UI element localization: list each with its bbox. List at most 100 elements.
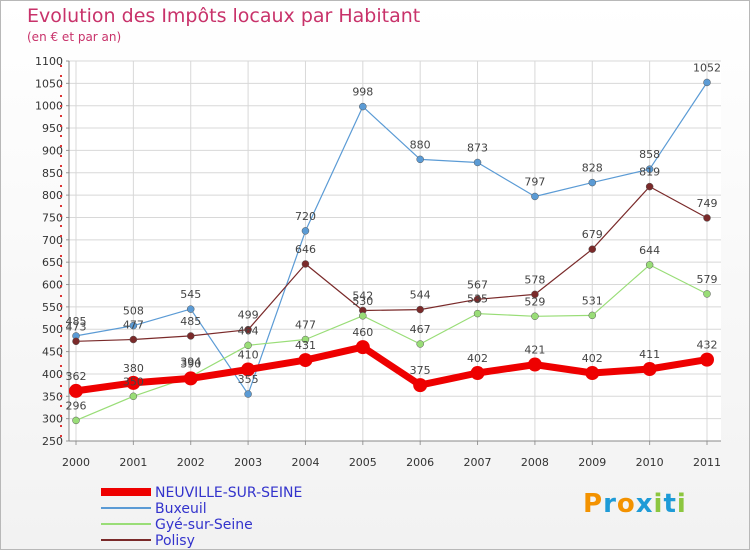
x-tick-label: 2008 [521, 456, 549, 469]
data-point [531, 192, 539, 201]
data-point [186, 305, 195, 313]
axis-dot [60, 295, 62, 297]
data-point [301, 227, 310, 235]
data-label: 819 [639, 166, 660, 179]
axis-dot [60, 155, 62, 157]
data-point [531, 312, 539, 321]
x-tick-label: 2005 [349, 456, 377, 469]
data-point [244, 390, 252, 398]
data-label: 350 [123, 375, 144, 388]
data-label: 544 [410, 289, 431, 302]
data-point [244, 341, 252, 350]
data-label: 646 [295, 243, 316, 256]
data-point [129, 321, 138, 330]
data-point [129, 392, 138, 401]
data-label: 485 [66, 315, 87, 328]
data-point [413, 378, 428, 393]
data-point [298, 353, 313, 368]
axis-dot [60, 265, 62, 267]
axis-dot [60, 165, 62, 167]
axis-dot [60, 395, 62, 397]
axis-dot [60, 235, 62, 237]
chart-title: Evolution des Impôts locaux par Habitant [27, 5, 421, 27]
logo-letter: t [663, 489, 677, 519]
y-tick-label: 250 [42, 435, 63, 448]
y-tick-label: 950 [42, 122, 63, 135]
data-point [700, 352, 714, 367]
data-point [703, 214, 711, 222]
data-label: 467 [410, 323, 431, 336]
legend: NEUVILLE-SUR-SEINEBuxeuilGyé-sur-SeinePo… [101, 485, 302, 549]
y-axis: 250 300 350 400 450 500 550 600 650 700 750 800 850 9… [35, 55, 70, 448]
axis-dot [60, 365, 62, 367]
data-label: 998 [352, 86, 373, 99]
legend-label: NEUVILLE-SUR-SEINE [155, 485, 302, 501]
data-point [359, 102, 367, 111]
data-label: 499 [238, 309, 259, 322]
axis-dot [60, 175, 62, 177]
data-point [72, 337, 80, 346]
logo-letter: r [603, 489, 617, 519]
data-point [531, 290, 539, 299]
data-label: 431 [295, 339, 316, 352]
data-label: 797 [524, 175, 545, 188]
data-label: 473 [66, 320, 87, 333]
axis-dot [60, 435, 62, 437]
axis-dot [60, 75, 62, 77]
data-label: 530 [352, 295, 373, 308]
data-label: 411 [639, 348, 660, 361]
x-tick-label: 2010 [636, 456, 664, 469]
y-tick-label: 850 [42, 167, 63, 180]
axis-dot [60, 215, 62, 217]
y-tick-label: 500 [42, 323, 63, 336]
legend-label: Gyé-sur-Seine [155, 517, 253, 533]
data-point [416, 155, 424, 164]
y-tick-label: 750 [42, 211, 63, 224]
legend-label: Buxeuil [155, 501, 207, 517]
data-label: 749 [697, 197, 718, 210]
data-label: 296 [66, 399, 87, 412]
axis-dot [60, 95, 62, 97]
logo-letter: i [653, 489, 664, 519]
x-axis: 2000 2001 2002 2003 2004 2005 2006 2007 2008 2009… [62, 440, 721, 469]
y-tick-label: 350 [42, 390, 63, 403]
data-label: 485 [180, 315, 201, 328]
axis-dot [60, 135, 62, 137]
axis-dot [60, 345, 62, 347]
data-label: 542 [352, 289, 373, 302]
y-tick-label: 800 [42, 189, 63, 202]
axis-dot [60, 115, 62, 117]
series-line-0 [75, 343, 708, 395]
data-label: 380 [123, 362, 144, 375]
axis-dot [60, 245, 62, 247]
data-point [645, 261, 654, 269]
data-label: 858 [639, 148, 660, 161]
logo-letter: x [635, 489, 654, 519]
data-label: 477 [295, 319, 316, 332]
data-label: 362 [66, 370, 87, 383]
data-label: 477 [123, 319, 144, 332]
data-label: 880 [410, 138, 431, 151]
series-line-3 [75, 186, 708, 342]
data-label: 464 [238, 324, 259, 337]
data-label: 460 [352, 326, 373, 339]
data-label: 545 [180, 288, 201, 301]
axis-dot [60, 425, 62, 427]
y-tick-label: 900 [42, 144, 63, 157]
data-point [527, 357, 542, 372]
data-label: 375 [410, 364, 431, 377]
data-label: 432 [697, 339, 718, 352]
data-point [301, 335, 310, 344]
data-label: 828 [582, 162, 603, 175]
x-tick-label: 2003 [234, 456, 262, 469]
series-points [69, 78, 714, 425]
plot-area [69, 61, 721, 441]
y-tick-label: 450 [42, 346, 63, 359]
data-point [359, 312, 367, 320]
y-tick-label: 400 [42, 368, 63, 381]
axis-dot [60, 415, 62, 417]
data-label: 531 [582, 294, 603, 307]
data-point [585, 366, 600, 381]
data-label: 578 [524, 273, 545, 286]
